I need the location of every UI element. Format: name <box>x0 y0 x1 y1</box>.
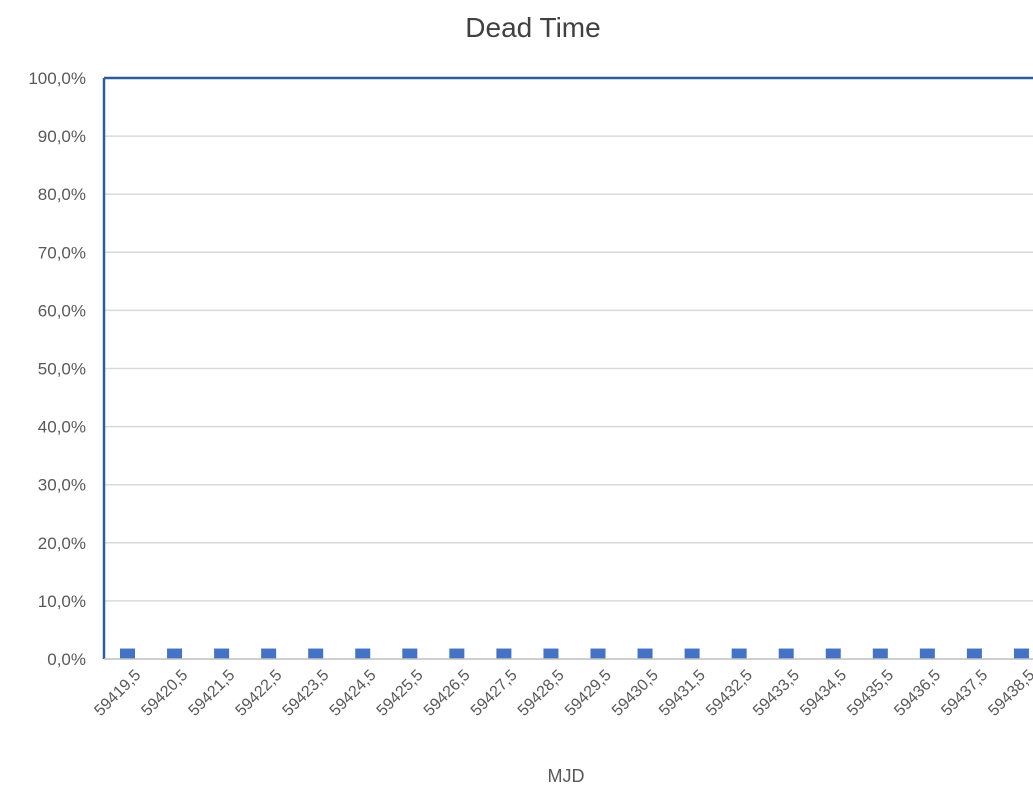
bar <box>637 648 653 659</box>
bar <box>590 648 606 659</box>
y-tick-label: 30,0% <box>38 476 86 495</box>
bar <box>496 648 512 659</box>
x-tick-label: 59434,5 <box>797 667 850 720</box>
x-axis-ticks: 59419,559420,559421,559422,559423,559424… <box>91 667 1033 720</box>
bar <box>778 648 794 659</box>
bar <box>449 648 465 659</box>
x-tick-label: 59430,5 <box>609 667 662 720</box>
bar <box>966 648 982 659</box>
x-tick-label: 59438,5 <box>985 667 1033 720</box>
x-tick-label: 59436,5 <box>891 667 944 720</box>
bar <box>355 648 371 659</box>
bar <box>402 648 418 659</box>
x-tick-label: 59420,5 <box>138 667 191 720</box>
y-tick-label: 50,0% <box>38 360 86 379</box>
x-tick-label: 59431,5 <box>656 667 709 720</box>
x-tick-label: 59419,5 <box>91 667 144 720</box>
x-axis-label: MJD <box>548 766 585 786</box>
bar <box>684 648 700 659</box>
bar <box>825 648 841 659</box>
y-tick-label: 90,0% <box>38 127 86 146</box>
y-tick-label: 20,0% <box>38 534 86 553</box>
axes <box>102 76 1033 660</box>
x-tick-label: 59427,5 <box>468 667 521 720</box>
y-axis-ticks: 0,0% 10,0% 20,0% 30,0% 40,0% 50,0% 60,0% 70,0% 8… <box>28 69 86 669</box>
x-tick-label: 59421,5 <box>186 667 239 720</box>
y-tick-label: 10,0% <box>38 592 86 611</box>
x-tick-label: 59435,5 <box>844 667 897 720</box>
y-tick-label: 100,0% <box>28 69 86 88</box>
x-tick-label: 59433,5 <box>750 667 803 720</box>
x-tick-label: 59432,5 <box>703 667 756 720</box>
gridlines <box>104 135 1033 602</box>
x-tick-label: 59423,5 <box>280 667 333 720</box>
y-tick-label: 80,0% <box>38 185 86 204</box>
y-tick-label: 0,0% <box>47 650 86 669</box>
bar <box>214 648 230 659</box>
x-tick-label: 59437,5 <box>938 667 991 720</box>
bar <box>120 648 135 659</box>
bar <box>543 648 559 659</box>
bar <box>1013 648 1029 659</box>
bar <box>261 648 277 659</box>
x-tick-label: 59428,5 <box>515 667 568 720</box>
bars <box>120 648 1029 659</box>
y-tick-label: 60,0% <box>38 301 86 320</box>
y-tick-label: 70,0% <box>38 243 86 262</box>
bar <box>308 648 324 659</box>
y-tick-label: 40,0% <box>38 418 86 437</box>
x-tick-label: 59422,5 <box>233 667 286 720</box>
chart-title: Dead Time <box>465 12 600 43</box>
x-tick-label: 59424,5 <box>327 667 380 720</box>
bar <box>872 648 888 659</box>
bar <box>919 648 935 659</box>
x-tick-label: 59429,5 <box>562 667 615 720</box>
x-tick-label: 59426,5 <box>421 667 474 720</box>
bar <box>167 648 183 659</box>
bar <box>731 648 747 659</box>
x-tick-label: 59425,5 <box>374 667 427 720</box>
